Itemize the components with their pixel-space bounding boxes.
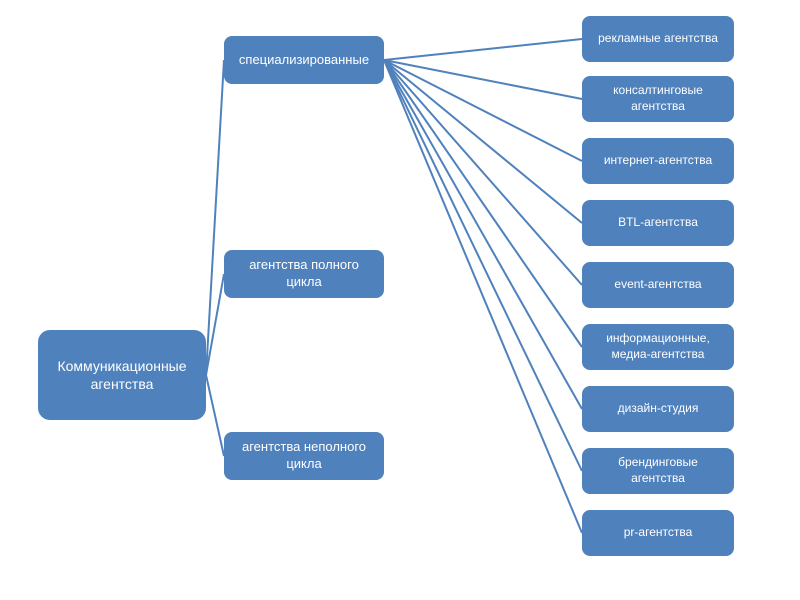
node-leaf-advertising: рекламные агентства [582, 16, 734, 62]
node-leaf-pr: pr-агентства [582, 510, 734, 556]
node-leaf-media: информационные, медиа-агентства [582, 324, 734, 370]
node-mid-full-cycle: агентства полного цикла [224, 250, 384, 298]
node-leaf-consulting: консалтинговые агентства [582, 76, 734, 122]
node-mid-partial-cycle: агентства неполного цикла [224, 432, 384, 480]
node-leaf-internet: интернет-агентства [582, 138, 734, 184]
node-leaf-design: дизайн-студия [582, 386, 734, 432]
node-leaf-event: event-агентства [582, 262, 734, 308]
node-leaf-branding: брендинговые агентства [582, 448, 734, 494]
node-mid-specialized: специализированные [224, 36, 384, 84]
node-leaf-btl: BTL-агентства [582, 200, 734, 246]
node-root: Коммуникационные агентства [38, 330, 206, 420]
